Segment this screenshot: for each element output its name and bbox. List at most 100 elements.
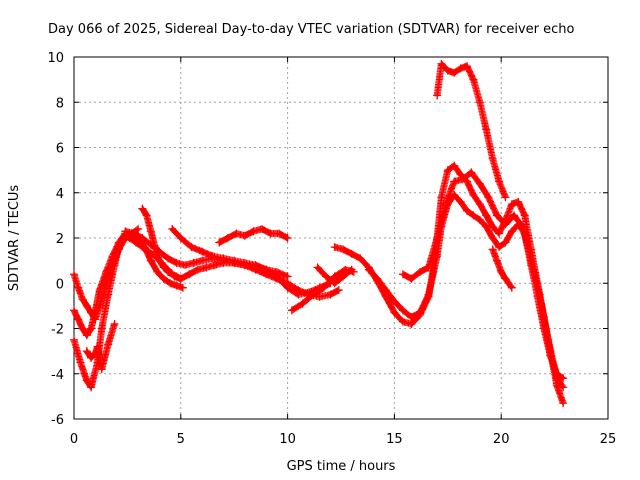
data-point: [82, 376, 91, 385]
data-point: [381, 285, 390, 295]
data-point: [283, 272, 292, 281]
data-point: [330, 279, 339, 288]
data-point: [76, 358, 85, 367]
x-tick-label: 20: [493, 432, 510, 447]
data-point: [153, 267, 162, 277]
data-point: [313, 263, 322, 272]
y-tick-label: 6: [56, 142, 64, 157]
data-point: [133, 224, 143, 234]
data-point: [469, 211, 478, 220]
data-point: [129, 229, 138, 238]
data-point: [339, 272, 348, 281]
data-point: [272, 267, 282, 277]
data-point: [497, 267, 506, 277]
data-point: [450, 161, 459, 170]
data-point: [74, 315, 83, 324]
series-track-14: [433, 59, 510, 202]
data-point: [219, 254, 228, 263]
data-point: [518, 222, 527, 231]
data-point: [95, 301, 104, 310]
data-point: [492, 256, 502, 265]
data-point: [146, 227, 155, 236]
data-point: [110, 319, 119, 329]
data-point: [450, 68, 459, 77]
x-tick-label: 25: [600, 432, 617, 447]
data-point: [78, 324, 87, 333]
data-point: [86, 308, 96, 317]
data-point: [172, 258, 181, 267]
data-point: [274, 229, 284, 238]
data-point: [140, 242, 149, 252]
data-point: [458, 175, 467, 184]
data-point: [138, 233, 147, 243]
data-point: [390, 297, 399, 306]
data-point: [552, 374, 561, 383]
data-point: [151, 242, 160, 252]
series-track-2: [69, 229, 188, 340]
data-point: [494, 229, 504, 238]
data-point: [475, 199, 484, 209]
y-tick-label: -6: [51, 413, 64, 428]
data-point: [187, 242, 196, 252]
data-point: [298, 299, 307, 308]
data-point: [82, 347, 91, 356]
data-point: [514, 197, 523, 206]
data-point: [163, 254, 173, 263]
series-track-13: [398, 168, 568, 392]
y-tick-label: 10: [47, 51, 64, 66]
data-point: [334, 285, 343, 295]
data-point: [172, 281, 181, 290]
data-point: [415, 267, 425, 277]
data-point: [407, 313, 416, 322]
data-point: [97, 365, 106, 374]
plot-frame: [73, 56, 609, 420]
data-point: [319, 283, 329, 292]
series-track-7: [168, 224, 292, 281]
data-point: [443, 66, 452, 75]
x-tick-label: 15: [386, 432, 403, 447]
data-point: [527, 256, 536, 265]
data-point: [168, 270, 177, 279]
data-point: [86, 383, 96, 392]
data-point: [142, 211, 151, 220]
data-point: [407, 274, 416, 283]
series-track-6: [138, 204, 185, 283]
data-point: [210, 261, 220, 270]
data-point: [251, 261, 260, 270]
x-tick-label: 0: [70, 432, 78, 447]
data-point: [69, 270, 79, 279]
data-point: [433, 233, 442, 243]
data-point: [398, 306, 408, 315]
data-point: [82, 331, 91, 340]
data-point: [176, 233, 185, 243]
data-point: [283, 233, 292, 243]
data-point: [501, 193, 510, 202]
data-point: [507, 199, 516, 209]
data-point: [86, 324, 96, 333]
data-point: [240, 231, 249, 240]
data-point: [172, 272, 181, 281]
y-tick-label: 4: [56, 187, 64, 202]
data-point: [462, 177, 472, 186]
data-point: [415, 308, 425, 317]
data-point: [326, 290, 335, 299]
data-point: [185, 270, 194, 279]
data-point: [424, 263, 433, 272]
data-point: [509, 211, 519, 220]
data-point: [176, 274, 185, 283]
y-tick-label: 0: [56, 277, 64, 292]
data-point: [441, 199, 450, 209]
data-point: [469, 190, 478, 200]
data-point: [294, 290, 303, 299]
data-series: [69, 59, 568, 408]
data-point: [91, 349, 100, 358]
x-tick-label: 10: [279, 432, 296, 447]
data-point: [321, 272, 331, 281]
data-point: [482, 125, 491, 134]
series-track-10: [313, 263, 356, 288]
data-point: [437, 193, 446, 202]
data-point: [462, 206, 472, 215]
series-track-4: [82, 319, 119, 374]
data-point: [467, 168, 476, 177]
data-point: [507, 283, 516, 292]
